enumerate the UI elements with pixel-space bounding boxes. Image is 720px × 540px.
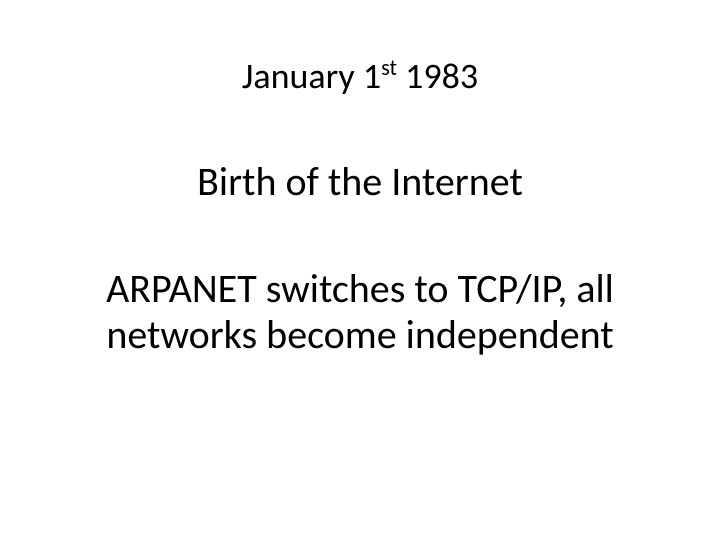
title-superscript: st	[381, 54, 397, 81]
title-post: 1983	[397, 54, 478, 98]
slide-body: ARPANET switches to TCP/IP, all networks…	[40, 266, 680, 358]
slide-subtitle: Birth of the Internet	[197, 158, 523, 206]
slide-container: January 1st 1983 Birth of the Internet A…	[0, 0, 720, 540]
title-pre: January 1	[242, 54, 381, 98]
slide-title: January 1st 1983	[242, 55, 478, 98]
